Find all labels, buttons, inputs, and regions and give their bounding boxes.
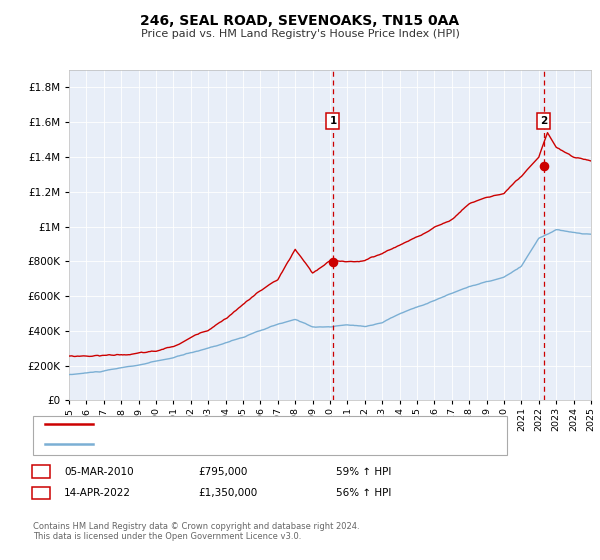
Point xyxy=(539,161,548,170)
Text: 246, SEAL ROAD, SEVENOAKS, TN15 0AA: 246, SEAL ROAD, SEVENOAKS, TN15 0AA xyxy=(140,14,460,28)
Text: Price paid vs. HM Land Registry's House Price Index (HPI): Price paid vs. HM Land Registry's House … xyxy=(140,29,460,39)
Text: 56% ↑ HPI: 56% ↑ HPI xyxy=(336,488,391,498)
Text: £795,000: £795,000 xyxy=(198,466,247,477)
Text: £1,350,000: £1,350,000 xyxy=(198,488,257,498)
Text: 14-APR-2022: 14-APR-2022 xyxy=(64,488,131,498)
Text: 2: 2 xyxy=(37,488,44,498)
Text: 05-MAR-2010: 05-MAR-2010 xyxy=(64,466,134,477)
Text: 1: 1 xyxy=(329,116,337,126)
Text: Contains HM Land Registry data © Crown copyright and database right 2024.
This d: Contains HM Land Registry data © Crown c… xyxy=(33,522,359,542)
Text: 1: 1 xyxy=(37,466,44,477)
Point xyxy=(328,258,338,267)
Text: HPI: Average price, detached house, Sevenoaks: HPI: Average price, detached house, Seve… xyxy=(98,439,336,449)
Text: 246, SEAL ROAD, SEVENOAKS, TN15 0AA (detached house): 246, SEAL ROAD, SEVENOAKS, TN15 0AA (det… xyxy=(98,419,394,429)
Text: 2: 2 xyxy=(540,116,547,126)
Text: 59% ↑ HPI: 59% ↑ HPI xyxy=(336,466,391,477)
